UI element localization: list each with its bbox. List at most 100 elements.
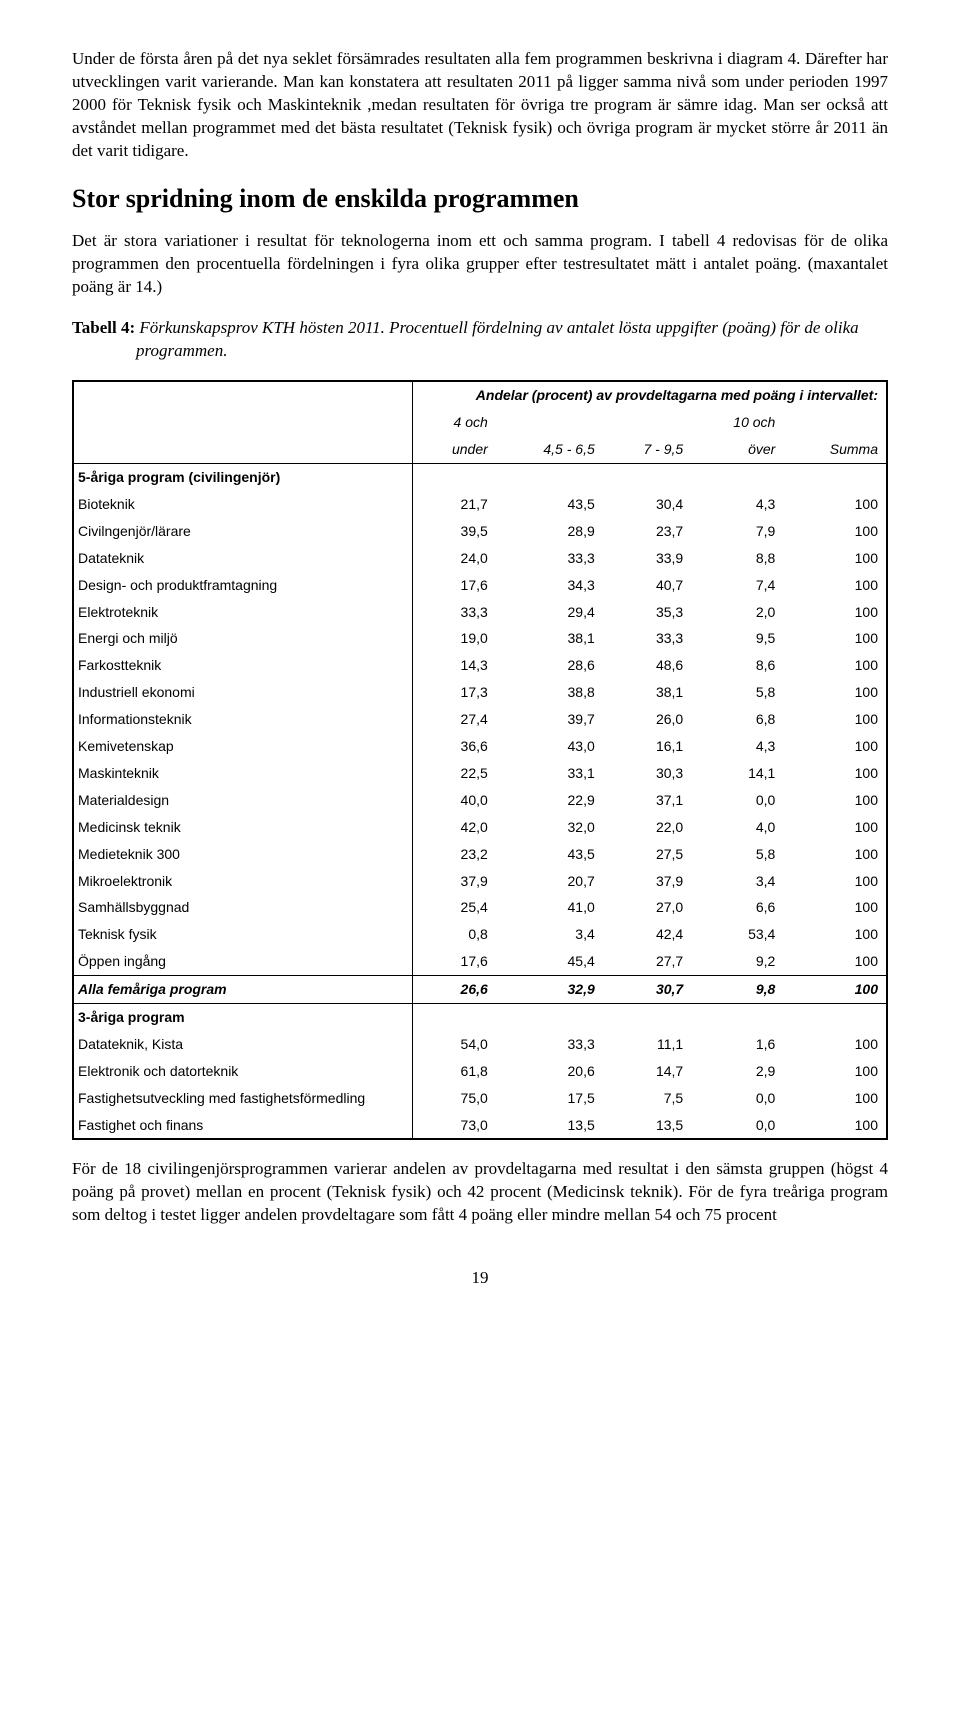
cell-value: 8,8 [691,545,783,572]
table-caption: Tabell 4: Förkunskapsprov KTH hösten 201… [72,317,888,363]
table-row: Alla femåriga program26,632,930,79,8100 [73,976,887,1004]
cell-value: 6,6 [691,894,783,921]
page-number: 19 [72,1267,888,1290]
cell-value: 3,4 [691,868,783,895]
row-label: Medicinsk teknik [73,814,413,841]
cell-value: 43,5 [496,491,603,518]
cell-value: 1,6 [691,1031,783,1058]
table-row: Elektronik och datorteknik61,820,614,72,… [73,1058,887,1085]
table-row: Informationsteknik27,439,726,06,8100 [73,706,887,733]
cell-value: 13,5 [496,1112,603,1140]
cell-value: 45,4 [496,948,603,975]
cell-value: 21,7 [413,491,496,518]
cell-value: 22,5 [413,760,496,787]
col-bottom-3: över [691,436,783,463]
cell-value: 17,3 [413,679,496,706]
cell-value: 24,0 [413,545,496,572]
table-row: Farkostteknik14,328,648,68,6100 [73,652,887,679]
cell-value: 9,8 [691,976,783,1004]
cell-value: 29,4 [496,599,603,626]
cell-value: 100 [783,625,887,652]
table-blank-header [73,409,413,436]
cell-value: 38,8 [496,679,603,706]
cell-value: 20,6 [496,1058,603,1085]
cell-value: 33,3 [496,545,603,572]
cell-value: 43,0 [496,733,603,760]
closing-paragraph: För de 18 civilingenjörsprogrammen varie… [72,1158,888,1227]
cell-value: 100 [783,868,887,895]
table-row: Mikroelektronik37,920,737,93,4100 [73,868,887,895]
cell-value: 39,7 [496,706,603,733]
group-blank-cell [496,464,603,491]
row-label: Design- och produktframtagning [73,572,413,599]
group-label: 5-åriga program (civilingenjör) [73,464,413,491]
table-super-header: Andelar (procent) av provdeltagarna med … [413,381,887,409]
cell-value: 4,0 [691,814,783,841]
cell-value: 100 [783,760,887,787]
cell-value: 7,4 [691,572,783,599]
cell-value: 22,0 [603,814,691,841]
table-row: Industriell ekonomi17,338,838,15,8100 [73,679,887,706]
cell-value: 14,1 [691,760,783,787]
cell-value: 100 [783,1031,887,1058]
cell-value: 100 [783,948,887,975]
table-row: Bioteknik21,743,530,44,3100 [73,491,887,518]
cell-value: 30,7 [603,976,691,1004]
table-row: Kemivetenskap36,643,016,14,3100 [73,733,887,760]
cell-value: 20,7 [496,868,603,895]
cell-value: 26,6 [413,976,496,1004]
row-label: Civilngenjör/lärare [73,518,413,545]
group-blank-cell [691,1003,783,1030]
cell-value: 14,3 [413,652,496,679]
row-label: Datateknik [73,545,413,572]
col-bottom-4: Summa [783,436,887,463]
table-row: Elektroteknik33,329,435,32,0100 [73,599,887,626]
cell-value: 9,2 [691,948,783,975]
row-label: Fastighet och finans [73,1112,413,1140]
cell-value: 0,0 [691,1085,783,1112]
cell-value: 37,9 [603,868,691,895]
table-row: Datateknik24,033,333,98,8100 [73,545,887,572]
row-label: Energi och miljö [73,625,413,652]
col-top-0: 4 och [413,409,496,436]
cell-value: 100 [783,733,887,760]
cell-value: 100 [783,491,887,518]
cell-value: 6,8 [691,706,783,733]
table-row: Medieteknik 30023,243,527,55,8100 [73,841,887,868]
cell-value: 33,3 [603,625,691,652]
table-caption-rest: Förkunskapsprov KTH hösten 2011. Procent… [135,318,859,360]
cell-value: 8,6 [691,652,783,679]
col-top-1 [496,409,603,436]
cell-value: 100 [783,518,887,545]
table-row: Fastighetsutveckling med fastighetsförme… [73,1085,887,1112]
cell-value: 100 [783,599,887,626]
col-bottom-1: 4,5 - 6,5 [496,436,603,463]
cell-value: 75,0 [413,1085,496,1112]
group-blank-cell [603,464,691,491]
cell-value: 100 [783,976,887,1004]
cell-value: 100 [783,572,887,599]
table-row: Samhällsbyggnad25,441,027,06,6100 [73,894,887,921]
cell-value: 43,5 [496,841,603,868]
cell-value: 28,9 [496,518,603,545]
table-row: Öppen ingång17,645,427,79,2100 [73,948,887,975]
cell-value: 27,4 [413,706,496,733]
cell-value: 100 [783,706,887,733]
cell-value: 0,0 [691,1112,783,1140]
cell-value: 100 [783,787,887,814]
cell-value: 4,3 [691,733,783,760]
table-row: Materialdesign40,022,937,10,0100 [73,787,887,814]
table-row: Design- och produktframtagning17,634,340… [73,572,887,599]
group-blank-cell [603,1003,691,1030]
cell-value: 27,0 [603,894,691,921]
row-label: Farkostteknik [73,652,413,679]
cell-value: 32,0 [496,814,603,841]
cell-value: 17,6 [413,572,496,599]
cell-value: 38,1 [603,679,691,706]
cell-value: 5,8 [691,679,783,706]
cell-value: 38,1 [496,625,603,652]
cell-value: 37,1 [603,787,691,814]
cell-value: 100 [783,545,887,572]
cell-value: 33,3 [413,599,496,626]
cell-value: 100 [783,652,887,679]
